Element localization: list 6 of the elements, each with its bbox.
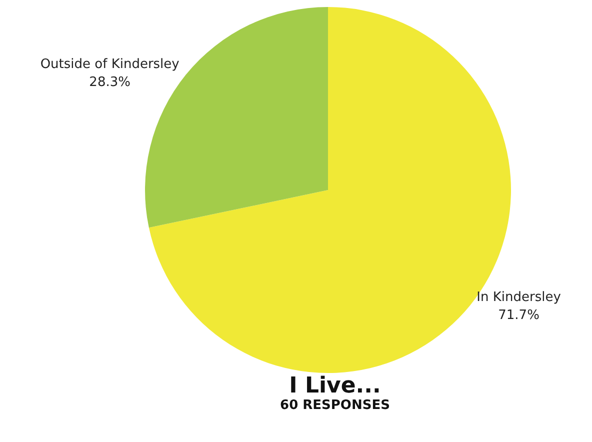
- data-label: 71.7%: [498, 308, 540, 324]
- data-label: 28.3%: [89, 74, 130, 90]
- text: I Live...: [289, 374, 381, 398]
- text: 60 RESPONSES: [280, 398, 390, 413]
- slice-label: In Kindersley: [476, 290, 562, 306]
- slice-label: Outside of Kindersley: [40, 56, 180, 72]
